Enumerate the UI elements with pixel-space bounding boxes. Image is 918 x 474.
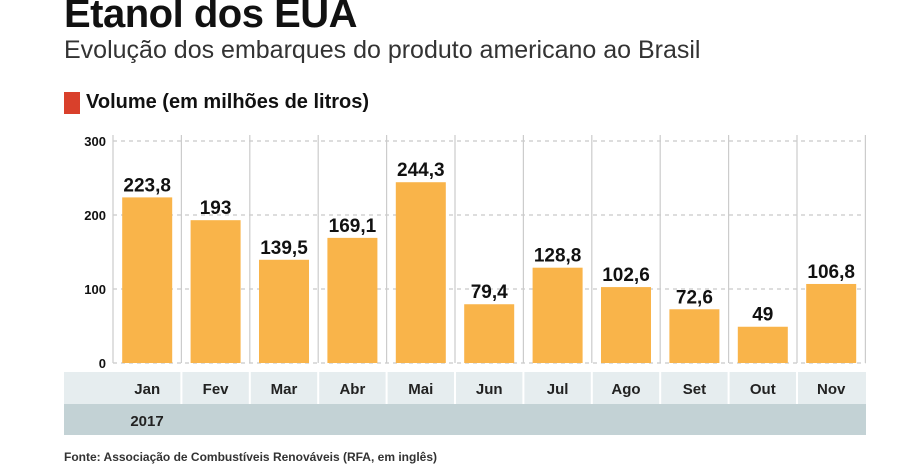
bar-jul — [532, 267, 583, 363]
x-tick-label: Jan — [134, 381, 160, 398]
data-label: 102,6 — [602, 265, 650, 286]
source-note: Fonte: Associação de Combustíveis Renová… — [64, 450, 437, 464]
x-tick-label: Set — [683, 381, 706, 398]
x-tick-label: Jul — [547, 381, 569, 398]
data-label: 79,4 — [471, 282, 508, 303]
bar-ago — [601, 287, 651, 363]
y-tick-label: 200 — [84, 208, 106, 223]
data-label: 128,8 — [534, 246, 582, 267]
chart-subtitle: Evolução dos embarques do produto americ… — [64, 36, 701, 64]
y-tick-label: 100 — [84, 282, 106, 297]
legend-swatch — [64, 91, 80, 114]
x-tick-label: Mar — [271, 381, 298, 398]
data-label: 193 — [200, 198, 232, 219]
month-row — [64, 372, 866, 404]
x-tick-label: Fev — [203, 381, 230, 398]
x-tick-label: Out — [750, 381, 776, 398]
bar-mai — [395, 182, 446, 363]
data-label: 139,5 — [260, 238, 308, 259]
x-tick-label: Ago — [611, 381, 640, 398]
legend-label: Volume (em milhões de litros) — [86, 91, 370, 113]
data-label: 223,8 — [123, 175, 171, 196]
year-label: 2017 — [130, 413, 163, 430]
year-row — [64, 404, 866, 435]
legend: Volume (em milhões de litros) — [64, 91, 369, 114]
data-label: 49 — [752, 305, 773, 326]
chart-title: Etanol dos EUA — [64, 0, 358, 36]
bar-mar — [259, 259, 309, 363]
bar-set — [669, 309, 720, 363]
x-tick-label: Abr — [339, 381, 365, 398]
data-label: 72,6 — [676, 287, 713, 308]
y-tick-label: 0 — [99, 356, 106, 371]
bar-abr — [327, 237, 378, 363]
y-tick-label: 300 — [84, 134, 106, 149]
data-label: 169,1 — [329, 216, 377, 237]
bar-nov — [806, 283, 857, 363]
bar-jan — [122, 197, 173, 363]
x-tick-label: Jun — [476, 381, 503, 398]
data-label: 244,3 — [397, 160, 445, 181]
data-label: 106,8 — [807, 262, 855, 283]
x-tick-label: Mai — [408, 381, 433, 398]
x-tick-label: Nov — [817, 381, 846, 398]
bar-jun — [464, 304, 515, 363]
bar-out — [737, 326, 788, 363]
bar-fev — [190, 220, 241, 363]
